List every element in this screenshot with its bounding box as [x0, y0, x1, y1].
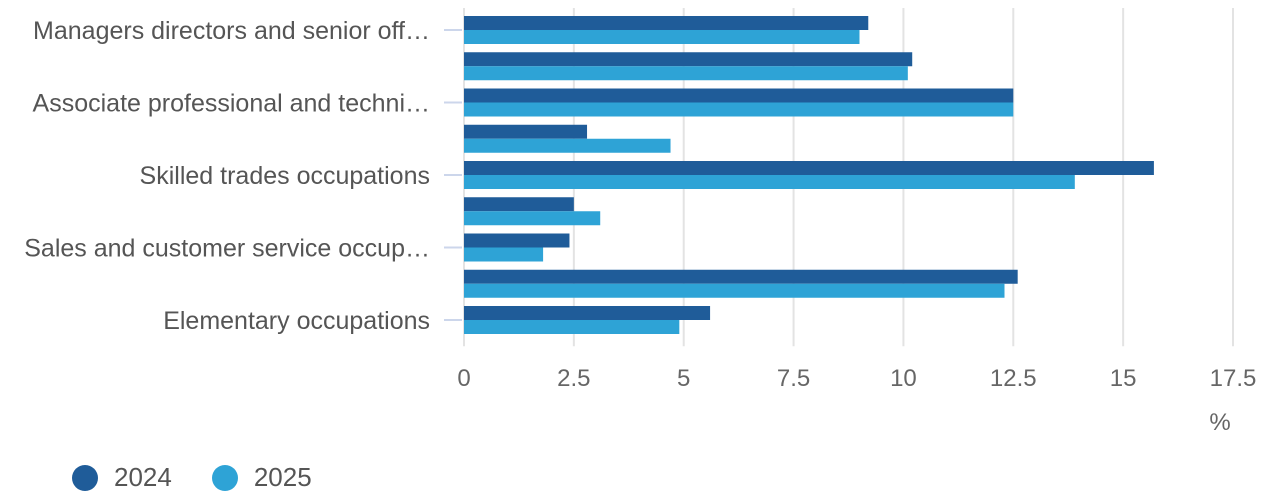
x-tick-label: 7.5 [777, 365, 810, 392]
bar-2024[interactable] [464, 306, 710, 320]
y-category-label: Managers directors and senior off… [33, 17, 430, 45]
bar-2025[interactable] [464, 30, 859, 44]
bar-2025[interactable] [464, 211, 600, 225]
x-tick-label: 10 [890, 365, 917, 392]
bar-2024[interactable] [464, 89, 1013, 103]
bar-2025[interactable] [464, 320, 679, 334]
x-tick-label: 12.5 [990, 365, 1037, 392]
y-category-label: Associate professional and techni… [33, 90, 430, 118]
bar-2024[interactable] [464, 16, 868, 30]
x-tick-label: 2.5 [557, 365, 590, 392]
x-tick-label: 0 [457, 365, 470, 392]
legend-marker-2025 [212, 465, 238, 491]
x-axis: 0 2.5 5 7.5 10 12.5 15 17.5 [457, 365, 1256, 392]
bar-2024[interactable] [464, 197, 574, 211]
x-tick-label: 15 [1110, 365, 1137, 392]
bar-2024[interactable] [464, 270, 1018, 284]
x-tick-label: 5 [677, 365, 690, 392]
legend-label-2024: 2024 [114, 462, 172, 493]
bar-chart: Managers directors and senior off… Associ… [0, 0, 1264, 460]
bar-2024[interactable] [464, 161, 1154, 175]
y-category-label: Skilled trades occupations [140, 162, 430, 190]
legend-item-2024[interactable]: 2024 [72, 462, 172, 493]
bar-2024[interactable] [464, 234, 569, 248]
y-category-label: Sales and customer service occup… [24, 235, 430, 263]
bar-2024[interactable] [464, 125, 587, 139]
legend-item-2025[interactable]: 2025 [212, 462, 312, 493]
bar-2025[interactable] [464, 248, 543, 262]
legend: 2024 2025 [72, 462, 352, 493]
bar-2025[interactable] [464, 66, 908, 80]
bars [464, 16, 1154, 334]
x-axis-unit-label: % [1209, 409, 1230, 436]
y-axis: Managers directors and senior off… Associ… [24, 17, 462, 335]
legend-label-2025: 2025 [254, 462, 312, 493]
bar-2025[interactable] [464, 103, 1013, 117]
bar-2025[interactable] [464, 284, 1004, 298]
bar-2025[interactable] [464, 139, 671, 153]
legend-marker-2024 [72, 465, 98, 491]
x-tick-label: 17.5 [1210, 365, 1257, 392]
bar-2024[interactable] [464, 52, 912, 66]
bar-2025[interactable] [464, 175, 1075, 189]
y-category-label: Elementary occupations [163, 307, 430, 335]
